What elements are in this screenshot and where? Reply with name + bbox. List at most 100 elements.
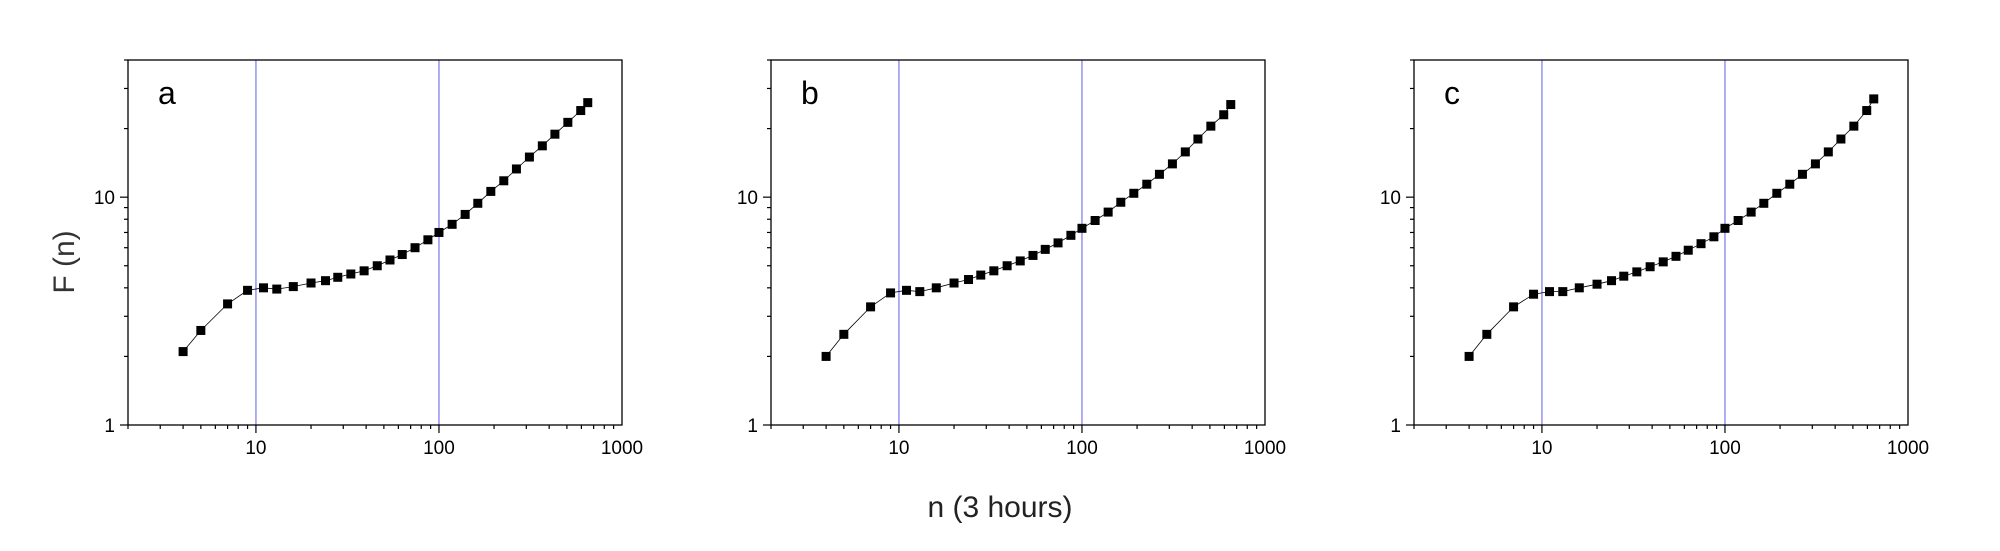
data-point (272, 284, 282, 294)
data-point (397, 250, 407, 260)
axis-frame (770, 59, 1266, 426)
data-point (1002, 261, 1012, 271)
panel-label: a (158, 75, 176, 111)
data-point (346, 269, 356, 279)
y-tick-label: 1 (104, 416, 115, 437)
data-point (1482, 329, 1492, 339)
series-line (182, 102, 589, 352)
data-point (821, 351, 831, 361)
y-axis-title: F (n) (48, 230, 81, 293)
data-point (1592, 279, 1602, 289)
data-point (1849, 121, 1859, 131)
x-tick-label: 10 (245, 438, 266, 459)
data-point (178, 347, 188, 357)
data-point (511, 164, 521, 174)
data-point (1772, 188, 1782, 198)
data-point (321, 276, 331, 286)
data-point (473, 198, 483, 208)
data-point (1219, 110, 1229, 120)
data-point (423, 235, 433, 245)
data-point (1142, 179, 1152, 189)
data-point (1823, 147, 1833, 157)
y-tick-label: 10 (1380, 188, 1401, 209)
x-tick-label: 1000 (1887, 438, 1929, 459)
data-point (447, 219, 457, 229)
data-point (1746, 207, 1756, 217)
data-point (1696, 239, 1706, 249)
data-point (1509, 302, 1519, 312)
data-point (1558, 287, 1568, 297)
data-point (1040, 244, 1050, 254)
data-point (537, 141, 547, 151)
data-point (1645, 262, 1655, 272)
data-point (372, 261, 382, 271)
data-point (964, 275, 974, 285)
data-point (550, 129, 560, 139)
y-tick-label: 1 (747, 416, 758, 437)
x-tick-label: 100 (423, 438, 455, 459)
data-point (1733, 215, 1743, 225)
data-point (1797, 169, 1807, 179)
data-point (499, 176, 509, 186)
data-point (1619, 271, 1629, 281)
data-point (866, 302, 876, 312)
data-point (288, 282, 298, 292)
data-point (359, 266, 369, 276)
data-point (1066, 230, 1076, 240)
data-point (1116, 197, 1126, 207)
data-point (1709, 232, 1719, 242)
panel-label: c (1444, 75, 1460, 111)
data-point (902, 285, 912, 295)
data-point (1671, 251, 1681, 261)
data-point (1574, 283, 1584, 293)
data-point (563, 117, 573, 127)
data-point (1529, 289, 1539, 299)
data-point (583, 98, 593, 108)
x-tick-label: 1000 (1244, 438, 1286, 459)
data-point (259, 283, 269, 293)
chart-panel-a: 10 100 1000 1 10 a (94, 59, 643, 459)
x-tick-label: 1000 (601, 438, 643, 459)
data-point (1015, 256, 1025, 266)
data-point (1129, 188, 1139, 198)
data-point (1632, 267, 1642, 277)
data-point (196, 325, 206, 335)
data-point (1658, 257, 1668, 267)
data-point (486, 186, 496, 196)
axis-frame (1413, 59, 1909, 426)
chart-panels: 10 100 1000 1 10 a 10 100 1000 1 10 b 10 100 1000 1 10 c (94, 59, 1929, 459)
data-point (1090, 215, 1100, 225)
data-point (1226, 100, 1236, 110)
data-point (410, 243, 420, 253)
data-point (333, 272, 343, 282)
chart-panel-c: 10 100 1000 1 10 c (1380, 59, 1929, 459)
data-point (306, 278, 316, 288)
data-point (1180, 147, 1190, 157)
data-point (1810, 159, 1820, 169)
x-tick-label: 10 (1531, 438, 1552, 459)
data-point (1206, 121, 1216, 131)
data-point (576, 106, 586, 116)
data-point (524, 152, 534, 162)
data-point (976, 270, 986, 280)
data-point (1759, 198, 1769, 208)
data-point (931, 283, 941, 293)
y-tick-label: 1 (1390, 416, 1401, 437)
data-point (434, 227, 444, 237)
data-point (915, 287, 925, 297)
data-point (1103, 207, 1113, 217)
data-point (1607, 276, 1617, 286)
data-point (1028, 250, 1038, 260)
data-point (1869, 94, 1879, 104)
data-point (1464, 351, 1474, 361)
data-point (223, 299, 233, 309)
x-tick-label: 100 (1709, 438, 1741, 459)
data-point (1720, 223, 1730, 233)
data-point (886, 288, 896, 298)
data-point (1053, 238, 1063, 248)
data-point (1167, 159, 1177, 169)
axis-frame (127, 59, 623, 426)
data-point (1862, 106, 1872, 116)
data-point (1154, 169, 1164, 179)
